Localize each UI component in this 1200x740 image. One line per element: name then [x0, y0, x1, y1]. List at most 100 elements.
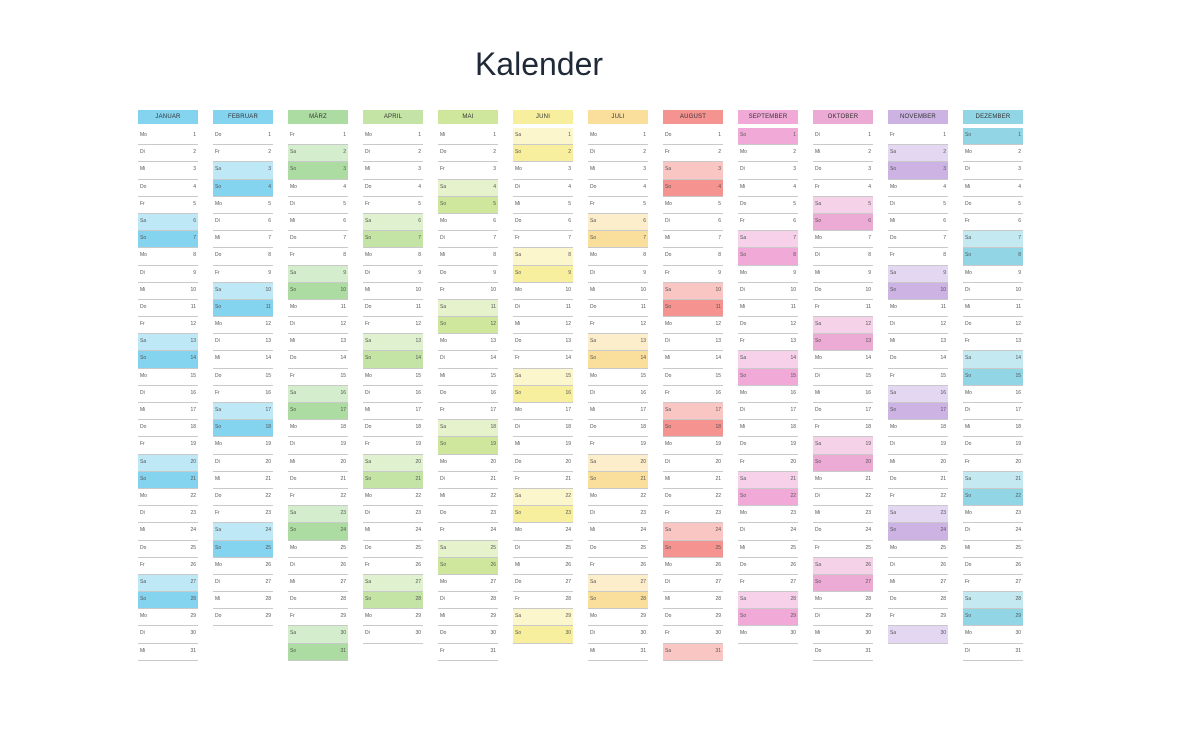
- day-number: 25: [1015, 544, 1021, 551]
- day-row: Fr 22: [888, 489, 948, 507]
- weekday-label: Di: [815, 132, 820, 138]
- weekday-label: Mo: [140, 252, 147, 259]
- day-row: Sa 14: [963, 351, 1023, 369]
- day-number: 29: [340, 613, 346, 620]
- weekday-label: So: [965, 252, 972, 259]
- weekday-label: Mo: [440, 217, 447, 224]
- weekday-label: Fr: [665, 630, 670, 637]
- weekday-label: Sa: [140, 338, 147, 345]
- day-row: Fr 19: [588, 437, 648, 455]
- day-row: So 26: [438, 557, 498, 575]
- month-header: JULI: [588, 110, 648, 124]
- day-row: Di 6: [663, 214, 723, 232]
- day-row: Fr 6: [738, 214, 798, 232]
- weekday-label: Mi: [515, 321, 521, 328]
- day-row: Mo 20: [438, 455, 498, 472]
- day-row: Mi 21: [663, 472, 723, 489]
- day-row: Di 2: [363, 145, 423, 163]
- weekday-label: Di: [440, 355, 445, 362]
- day-row: Sa 21: [738, 471, 798, 489]
- day-row: Mo 22: [588, 489, 648, 507]
- weekday-label: Di: [365, 630, 370, 637]
- day-row: Do 14: [888, 351, 948, 369]
- weekday-label: Mo: [665, 441, 672, 448]
- weekday-label: Di: [590, 269, 595, 276]
- day-row: So 17: [888, 403, 948, 421]
- day-number: 5: [418, 200, 421, 207]
- day-row: So 14: [138, 351, 198, 369]
- weekday-label: So: [665, 424, 672, 431]
- weekday-label: Do: [290, 355, 297, 362]
- day-number: 6: [718, 217, 721, 224]
- weekday-label: Mi: [365, 527, 371, 534]
- day-number: 24: [715, 527, 721, 534]
- day-row: Di 30: [363, 626, 423, 644]
- day-row: Fr 8: [888, 248, 948, 266]
- weekday-label: Sa: [815, 441, 822, 448]
- day-row: Do 25: [138, 541, 198, 558]
- weekday-label: Sa: [515, 372, 522, 379]
- day-number: 5: [193, 200, 196, 207]
- day-number: 10: [190, 286, 196, 293]
- weekday-label: Mo: [440, 338, 447, 345]
- day-number: 13: [1015, 338, 1021, 345]
- day-row: Do 5: [963, 197, 1023, 214]
- day-number: 28: [565, 596, 571, 603]
- day-row: So 19: [438, 437, 498, 455]
- weekday-label: Do: [740, 441, 747, 448]
- day-row: Mo 9: [963, 266, 1023, 283]
- weekday-label: Do: [665, 372, 672, 379]
- weekday-label: Mi: [140, 527, 146, 534]
- weekday-label: Mo: [590, 613, 597, 620]
- day-row: Fr 22: [288, 489, 348, 507]
- day-number: 9: [493, 269, 496, 276]
- weekday-label: Mi: [590, 407, 596, 413]
- weekday-label: Sa: [515, 492, 522, 499]
- day-row: Sa 28: [738, 592, 798, 610]
- day-row: Mi 3: [138, 162, 198, 180]
- day-number: 31: [865, 647, 871, 654]
- day-row: Di 12: [288, 317, 348, 335]
- weekday-label: Mo: [890, 183, 897, 190]
- day-number: 10: [490, 286, 496, 293]
- day-row: Mi 7: [663, 231, 723, 249]
- day-number: 7: [268, 235, 271, 242]
- day-number: 14: [490, 355, 496, 362]
- day-row: Mo 27: [438, 575, 498, 593]
- day-number: 31: [715, 647, 721, 654]
- day-row: Mi 31: [588, 644, 648, 661]
- day-number: 13: [865, 338, 871, 345]
- day-row: So 11: [213, 299, 273, 318]
- day-number: 1: [568, 132, 571, 138]
- day-row: Sa 6: [588, 213, 648, 232]
- day-row: Di 18: [513, 420, 573, 438]
- weekday-label: Sa: [740, 475, 747, 482]
- day-row: Mo 19: [663, 437, 723, 455]
- weekday-label: Fr: [140, 200, 145, 207]
- day-row: Di 12: [888, 317, 948, 335]
- day-number: 31: [490, 647, 496, 654]
- weekday-label: Mo: [815, 235, 822, 242]
- weekday-label: Mi: [665, 596, 671, 603]
- weekday-label: Fr: [140, 561, 145, 568]
- day-number: 23: [640, 510, 646, 517]
- day-row: Mi 30: [813, 626, 873, 644]
- weekday-label: Mi: [215, 475, 221, 482]
- weekday-label: Do: [440, 630, 447, 637]
- day-number: 26: [340, 561, 346, 568]
- day-number: 30: [940, 630, 946, 637]
- weekday-label: Mo: [740, 630, 747, 637]
- day-number: 17: [1015, 407, 1021, 413]
- weekday-label: Di: [365, 149, 370, 156]
- day-row: Sa 23: [888, 506, 948, 524]
- day-row: Sa 19: [813, 437, 873, 455]
- day-number: 11: [190, 303, 196, 310]
- day-row: Mi 25: [963, 541, 1023, 558]
- weekday-label: Di: [140, 269, 145, 276]
- day-number: 11: [940, 303, 946, 310]
- day-row: Di 17: [738, 403, 798, 421]
- day-number: 8: [418, 252, 421, 259]
- weekday-label: Mi: [140, 286, 146, 293]
- day-row: Mi 3: [363, 162, 423, 180]
- day-number: 27: [940, 578, 946, 585]
